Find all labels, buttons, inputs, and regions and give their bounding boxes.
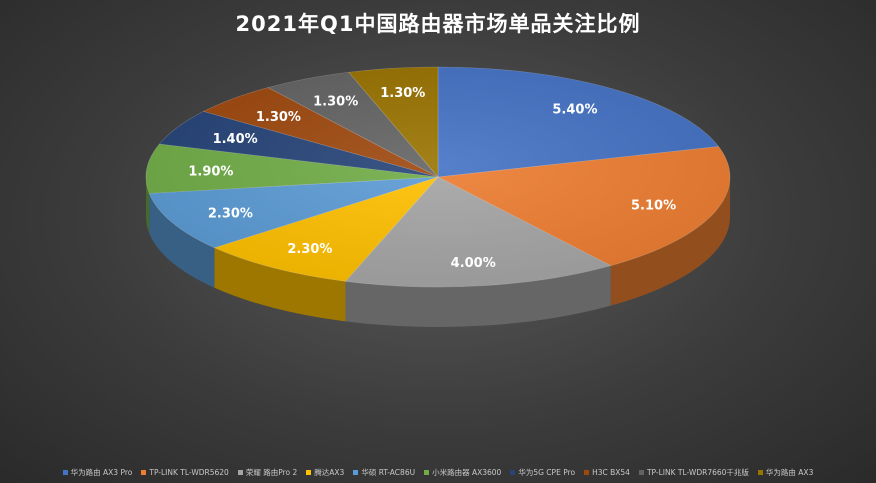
legend-swatch-5	[424, 469, 430, 475]
legend-swatch-8	[638, 469, 644, 475]
legend-swatch-7	[584, 469, 590, 475]
data-label-8: 1.30%	[313, 94, 358, 109]
legend-label-1: TP-LINK TL-WDR5620	[149, 467, 229, 477]
pie-tops	[145, 66, 731, 288]
legend-label-3: 腾达AX3	[314, 467, 345, 477]
chart-legend: 华为路由 AX3 Pro TP-LINK TL-WDR5620 荣耀 路由Pro 2…	[0, 464, 876, 480]
legend-swatch-3	[306, 469, 312, 475]
data-label-6: 1.40%	[213, 132, 258, 147]
legend-item-5: 小米路由器 AX3600	[424, 467, 501, 478]
legend-swatch-0	[62, 469, 68, 475]
legend-item-3: 腾达AX3	[306, 467, 344, 478]
legend-label-9: 华为路由 AX3	[765, 467, 814, 477]
legend-swatch-9	[757, 469, 763, 475]
legend-swatch-2	[237, 469, 243, 475]
legend-item-1: TP-LINK TL-WDR5620	[141, 467, 229, 477]
legend-item-6: 华为5G CPE Pro	[510, 467, 575, 478]
pie-labels: 5.40% 5.10% 4.00% 2.30% 2.30% 1.90% 1.40% 1.30%…	[188, 86, 676, 271]
data-label-2: 4.00%	[451, 256, 496, 271]
legend-label-2: 荣耀 路由Pro 2	[245, 467, 298, 477]
data-label-9: 1.30%	[380, 86, 425, 101]
legend-label-7: H3C BX54	[592, 467, 630, 477]
chart-title: 2021年Q1中国路由器市场单品关注比例	[235, 12, 641, 36]
legend-label-0: 华为路由 AX3 Pro	[70, 467, 133, 477]
legend-item-7: H3C BX54	[584, 468, 630, 477]
data-label-1: 5.10%	[631, 199, 676, 214]
data-label-0: 5.40%	[552, 102, 597, 117]
data-label-3: 2.30%	[287, 242, 332, 257]
legend-label-5: 小米路由器 AX3600	[432, 467, 502, 477]
legend-item-0: 华为路由 AX3 Pro	[62, 467, 133, 478]
data-label-4: 2.30%	[208, 206, 253, 221]
legend-item-2: 荣耀 路由Pro 2	[237, 467, 298, 478]
data-label-5: 1.90%	[188, 164, 233, 179]
legend-item-9: 华为路由 AX3	[757, 467, 814, 478]
legend-item-8: TP-LINK TL-WDR7660千兆版	[638, 467, 749, 478]
data-label-7: 1.30%	[256, 110, 301, 125]
legend-item-4: 华硕 RT-AC86U	[353, 467, 415, 478]
legend-swatch-4	[353, 469, 359, 475]
legend-swatch-6	[510, 469, 516, 475]
legend-label-4: 华硕 RT-AC86U	[361, 467, 416, 477]
legend-label-6: 华为5G CPE Pro	[518, 467, 576, 477]
legend-label-8: TP-LINK TL-WDR7660千兆版	[646, 467, 749, 477]
legend-swatch-1	[141, 469, 147, 475]
